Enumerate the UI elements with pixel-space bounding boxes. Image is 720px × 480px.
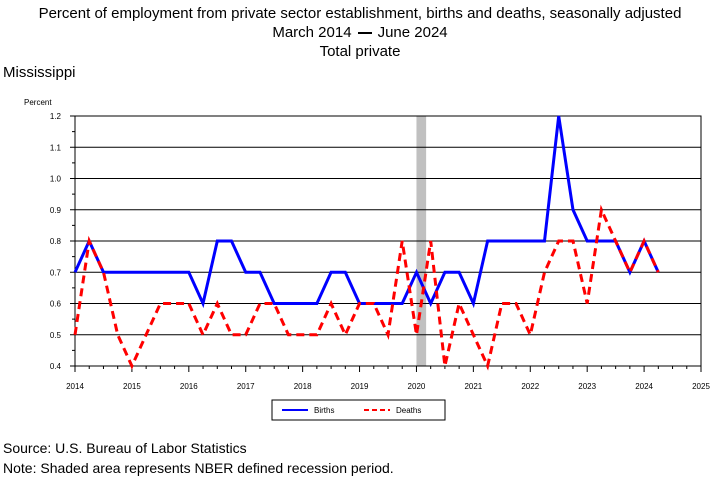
y-tick-label: 0.7 (50, 268, 62, 277)
chart-title: Percent of employment from private secto… (38, 5, 682, 22)
source-note: Source: U.S. Bureau of Labor Statistics (3, 440, 247, 456)
x-tick-label: 2024 (635, 382, 653, 391)
chart-title-block: Percent of employment from private secto… (0, 4, 720, 61)
x-tick-label: 2025 (692, 382, 710, 391)
x-tick-label: 2019 (351, 382, 369, 391)
y-tick-label: 0.6 (50, 300, 62, 309)
x-tick-label: 2015 (123, 382, 141, 391)
y-tick-label: 1.1 (50, 143, 62, 152)
recession-note: Note: Shaded area represents NBER define… (3, 460, 394, 476)
legend-label-deaths: Deaths (396, 406, 421, 415)
legend-box (271, 399, 446, 421)
y-tick-label: 0.5 (50, 331, 62, 340)
x-tick-label: 2021 (464, 382, 482, 391)
range-start: March 2014 (272, 24, 352, 41)
range-end: June 2024 (377, 24, 448, 41)
range-dash (357, 31, 372, 34)
y-tick-label: 0.8 (50, 237, 62, 246)
legend-label-births: Births (314, 406, 334, 415)
x-tick-label: 2023 (578, 382, 596, 391)
x-tick-label: 2016 (180, 382, 198, 391)
series-line-deaths (73, 204, 660, 371)
x-tick-label: 2014 (66, 382, 84, 391)
y-axis-label: Percent (24, 98, 52, 107)
y-tick-label: 1.2 (50, 112, 62, 121)
chart-subtitle: Total private (319, 43, 401, 60)
y-tick-label: 1.0 (50, 175, 62, 184)
x-tick-label: 2017 (237, 382, 255, 391)
x-tick-label: 2020 (408, 382, 426, 391)
x-tick-label: 2022 (521, 382, 539, 391)
chart-date-range: March 2014 June 2024 (0, 23, 720, 42)
y-tick-label: 0.9 (50, 206, 62, 215)
state-label: Mississippi (3, 64, 76, 81)
y-tick-label: 0.4 (50, 362, 62, 371)
x-tick-label: 2018 (294, 382, 312, 391)
